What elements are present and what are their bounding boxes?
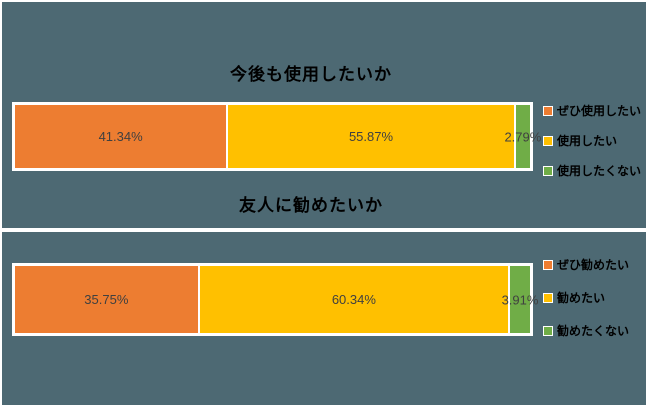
chart1-segment-definitely-use: 41.34% — [15, 105, 227, 168]
chart1-title: 今後も使用したいか — [230, 65, 392, 84]
chart2-value-recommend: 60.34% — [331, 292, 376, 307]
chart1-segment-not-use: 2.79% — [504, 105, 541, 168]
chart2-legend-label-recommend: 勧めたい — [557, 291, 606, 305]
chart1-legend-item-not-use: 使用したくない — [543, 162, 641, 179]
chart1-value-want-use: 55.87% — [348, 129, 394, 144]
chart2-legend-item-not-recommend: 勧めたくない — [543, 322, 629, 339]
chart2-segment-recommend: 60.34% — [199, 266, 509, 333]
legend-swatch-green-icon — [543, 165, 553, 176]
chart1-legend-label-not-use: 使用したくない — [557, 164, 642, 178]
chart1-legend-label-definitely-use: ぜひ使用したい — [557, 104, 642, 118]
chart1-legend-item-definitely-use: ぜひ使用したい — [543, 102, 641, 119]
chart2-legend-item-definitely-recommend: ぜひ勧めたい — [543, 256, 629, 273]
legend-swatch-green-icon — [543, 325, 553, 336]
chart2-legend: ぜひ勧めたい 勧めたい 勧めたくない — [543, 256, 629, 339]
chart2-value-not-recommend: 3.91% — [501, 292, 539, 307]
chart1-legend-label-want-use: 使用したい — [557, 134, 618, 148]
chart2-segment-definitely-recommend: 35.75% — [15, 266, 198, 333]
legend-swatch-gold-icon — [543, 135, 553, 146]
legend-swatch-orange-icon — [543, 105, 553, 116]
chart1-value-definitely-use: 41.34% — [98, 129, 143, 144]
chart2-segment-not-recommend: 3.91% — [502, 266, 538, 333]
chart2-stacked-bar: 35.75% 60.34% 3.91% — [12, 263, 538, 336]
chart2-value-definitely-recommend: 35.75% — [84, 292, 129, 307]
chart1-value-not-use: 2.79% — [504, 129, 542, 144]
chart2-title: 友人に勧めたいか — [239, 196, 383, 215]
chart2-legend-label-not-recommend: 勧めたくない — [557, 324, 630, 338]
survey-panel-bottom: 35.75% 60.34% 3.91% ぜひ勧めたい 勧めたい 勧めたくない — [2, 232, 646, 405]
chart1-legend: ぜひ使用したい 使用したい 使用したくない — [543, 102, 641, 179]
legend-swatch-gold-icon — [543, 292, 553, 303]
legend-swatch-orange-icon — [543, 259, 553, 270]
survey-panel-top: 今後も使用したいか 41.34% 55.87% 2.79% ぜひ使用したい 使用… — [2, 2, 646, 228]
chart1-segment-want-use: 55.87% — [228, 105, 514, 168]
chart1-stacked-bar: 41.34% 55.87% 2.79% — [12, 102, 541, 171]
chart1-legend-item-want-use: 使用したい — [543, 132, 641, 149]
chart2-legend-label-definitely-recommend: ぜひ勧めたい — [557, 258, 630, 272]
chart2-legend-item-recommend: 勧めたい — [543, 289, 629, 306]
